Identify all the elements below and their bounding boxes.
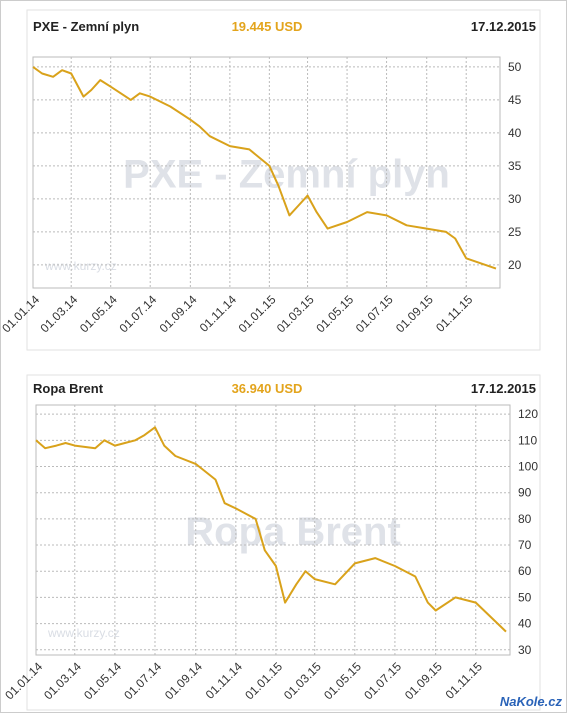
source: www.kurzy.cz [47,626,120,640]
price-line [32,66,497,270]
date: 17.12.2015 [471,381,536,396]
price: 19.445 USD [232,19,303,34]
y-tick-label: 100 [518,460,538,474]
y-tick-label: 80 [518,512,532,526]
y-tick-label: 25 [508,225,522,239]
chart-title: PXE - Zemní plyn [33,19,139,34]
y-tick-label: 120 [518,407,538,421]
y-tick-label: 50 [508,60,522,74]
y-tick-label: 30 [518,643,532,657]
y-tick-label: 45 [508,93,522,107]
price-line [35,426,507,633]
logo: NaKole.cz [500,694,563,709]
y-tick-label: 110 [518,433,537,447]
chart-title: Ropa Brent [33,381,104,396]
y-tick-label: 35 [508,159,522,173]
watermark: Ropa Brent [185,510,401,554]
y-tick-label: 40 [508,126,522,140]
date: 17.12.2015 [471,19,536,34]
y-tick-label: 20 [508,258,522,272]
source: www.kurzy.cz [44,259,117,273]
y-tick-label: 30 [508,192,522,206]
y-tick-label: 60 [518,564,532,578]
y-tick-label: 70 [518,538,532,552]
y-tick-label: 50 [518,590,532,604]
y-tick-label: 40 [518,617,532,631]
y-tick-label: 90 [518,486,532,500]
price: 36.940 USD [232,381,303,396]
watermark: PXE - Zemní plyn [123,153,450,197]
